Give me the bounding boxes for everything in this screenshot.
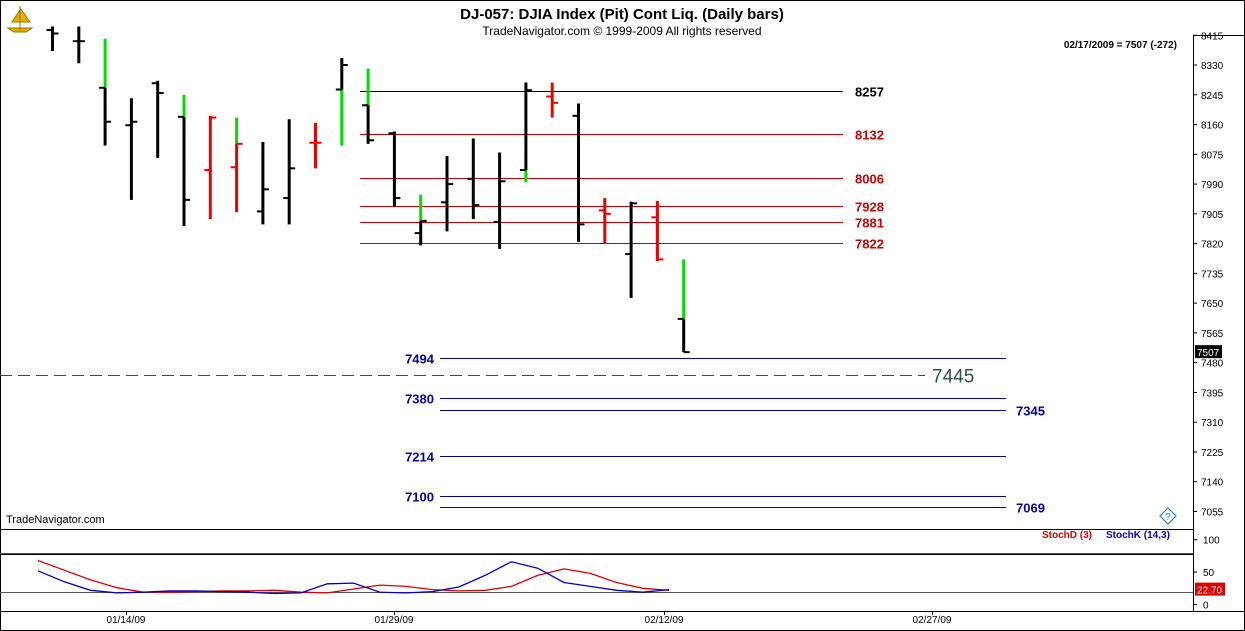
ohlc-bar — [493, 152, 506, 249]
price-tick-label: 7310 — [1201, 418, 1224, 429]
ohlc-bar — [362, 68, 375, 144]
date-axis: 01/14/09 01/29/09 02/12/09 02/27/09 — [107, 611, 952, 626]
price-tick-label: 8415 — [1201, 31, 1224, 42]
ohlc-bar — [309, 122, 322, 169]
svg-text:?: ? — [1165, 512, 1171, 523]
price-tick-label: 7820 — [1201, 240, 1224, 251]
price-bars — [46, 26, 690, 354]
price-tick-label: 7905 — [1201, 210, 1224, 221]
level-label-8006: 8006 — [855, 172, 884, 187]
level-label-7928: 7928 — [855, 200, 884, 215]
ohlc-bar — [151, 80, 164, 158]
level-label-7494: 7494 — [405, 352, 435, 367]
level-label-8132: 8132 — [855, 128, 884, 143]
ohlc-bar — [572, 103, 585, 242]
ohlc-bar — [388, 131, 401, 207]
price-tick-label: 7990 — [1201, 180, 1224, 191]
ohlc-bar — [204, 115, 217, 220]
ohlc-bar — [283, 119, 296, 225]
ohlc-bar — [519, 82, 532, 183]
stoch-tick-label: 0 — [1203, 601, 1209, 612]
level-label-7069: 7069 — [1016, 501, 1045, 516]
level-label-7881: 7881 — [855, 216, 884, 231]
ohlc-bar — [256, 142, 269, 225]
ohlc-bar — [125, 98, 138, 200]
tradenavigator-logo — [4, 4, 36, 34]
watermark-text: TradeNavigator.com — [6, 514, 105, 526]
ohlc-bar — [335, 58, 348, 146]
stoch-k-line — [37, 561, 670, 595]
stoch-d-line — [37, 559, 670, 594]
level-label-7445: 7445 — [932, 367, 974, 388]
ohlc-bar — [651, 200, 664, 262]
ohlc-bar — [46, 26, 59, 52]
stoch-d-legend: StochD (3) — [1042, 530, 1092, 541]
level-label-7345: 7345 — [1016, 404, 1045, 419]
level-label-7380: 7380 — [405, 392, 434, 407]
stochastic-lines — [37, 559, 670, 595]
price-tick-label: 7650 — [1201, 299, 1224, 310]
price-tick-label: 8160 — [1201, 121, 1224, 132]
last-price-flag — [1195, 345, 1222, 359]
ohlc-bar — [230, 117, 243, 213]
status-readout: 02/17/2009 = 7507 (-272) — [1064, 40, 1177, 51]
chart-title: DJ-057: DJIA Index (Pit) Cont Liq. (Dail… — [460, 6, 784, 23]
ohlc-bar — [178, 94, 190, 227]
stoch-value-flag — [1195, 582, 1225, 596]
ohlc-bar — [677, 259, 690, 354]
ohlc-bar — [441, 156, 453, 232]
ohlc-bar — [414, 194, 427, 246]
stoch-axis: 100 50 0 22.70 — [0, 536, 1225, 612]
date-tick-label: 02/27/09 — [913, 615, 952, 626]
ohlc-bar — [598, 198, 611, 244]
date-tick-label: 02/12/09 — [645, 615, 684, 626]
price-tick-label: 7055 — [1201, 507, 1224, 518]
price-tick-label: 7480 — [1201, 359, 1224, 370]
price-tick-label: 8245 — [1201, 91, 1224, 102]
price-tick-label: 7735 — [1201, 269, 1224, 280]
price-tick-label: 7565 — [1201, 329, 1224, 340]
last-price-label: 7507 — [1197, 348, 1220, 359]
ohlc-bar — [546, 82, 559, 118]
help-icon[interactable]: ? — [1159, 507, 1177, 525]
stoch-value-label: 22.70 — [1197, 586, 1222, 597]
stoch-tick-label: 50 — [1203, 568, 1215, 579]
date-tick-label: 01/29/09 — [375, 615, 414, 626]
ohlc-bar — [99, 38, 112, 146]
level-label-8257: 8257 — [855, 85, 884, 100]
ohlc-bar — [625, 201, 638, 298]
ohlc-bar — [72, 26, 85, 64]
level-label-7100: 7100 — [405, 490, 434, 505]
level-label-7214: 7214 — [405, 450, 435, 465]
stoch-tick-label: 100 — [1203, 536, 1220, 547]
price-tick-label: 7395 — [1201, 388, 1224, 399]
ohlc-bar — [467, 138, 480, 220]
price-tick-label: 7140 — [1201, 478, 1224, 489]
price-axis: 8415 8330 8245 8160 8075 7990 7905 7820 7735 7650… — [1193, 31, 1224, 518]
price-tick-label: 7225 — [1201, 448, 1224, 459]
price-tick-label: 8330 — [1201, 61, 1224, 72]
stoch-k-legend: StochK (14,3) — [1106, 530, 1170, 541]
price-tick-label: 8075 — [1201, 150, 1224, 161]
copyright-text: TradeNavigator.com © 1999-2009 All right… — [482, 24, 761, 38]
date-tick-label: 01/14/09 — [107, 615, 146, 626]
level-label-7822: 7822 — [855, 237, 884, 252]
